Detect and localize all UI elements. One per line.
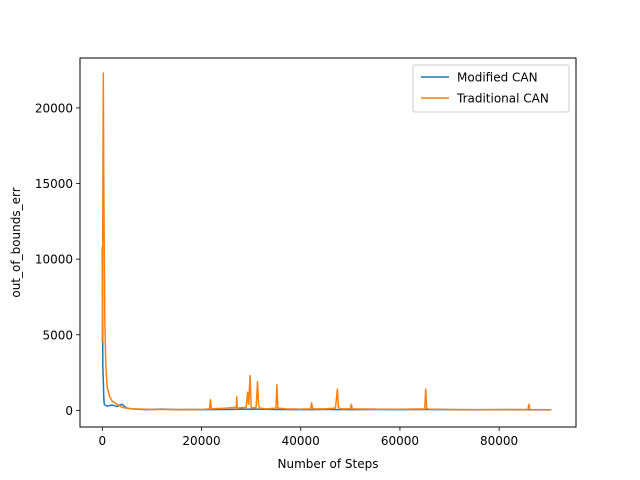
y-tick-label: 20000 [35,101,73,115]
legend-entry-2: Traditional CAN [456,92,549,106]
series-line-2 [101,72,552,411]
series-line-1 [101,247,552,411]
x-axis-label: Number of Steps [278,457,379,471]
y-tick-label: 15000 [35,177,73,191]
y-tick-label: 5000 [42,328,73,342]
x-tick-label: 80000 [480,434,518,448]
x-tick-label: 20000 [182,434,220,448]
x-tick-label: 40000 [282,434,320,448]
legend: Modified CAN Traditional CAN [412,64,570,113]
x-tick-label: 60000 [381,434,419,448]
legend-box [412,64,570,113]
y-axis-label: out_of_bounds_err [9,187,23,297]
y-tick-label: 10000 [35,253,73,267]
y-axis: 0 5000 10000 15000 20000 [35,101,80,418]
series-layer [101,72,552,411]
legend-entry-1: Modified CAN [457,71,538,85]
x-tick-label: 0 [98,434,106,448]
y-tick-label: 0 [65,404,73,418]
plot-frame [79,57,577,428]
x-axis: 0 20000 40000 60000 80000 [98,427,518,448]
